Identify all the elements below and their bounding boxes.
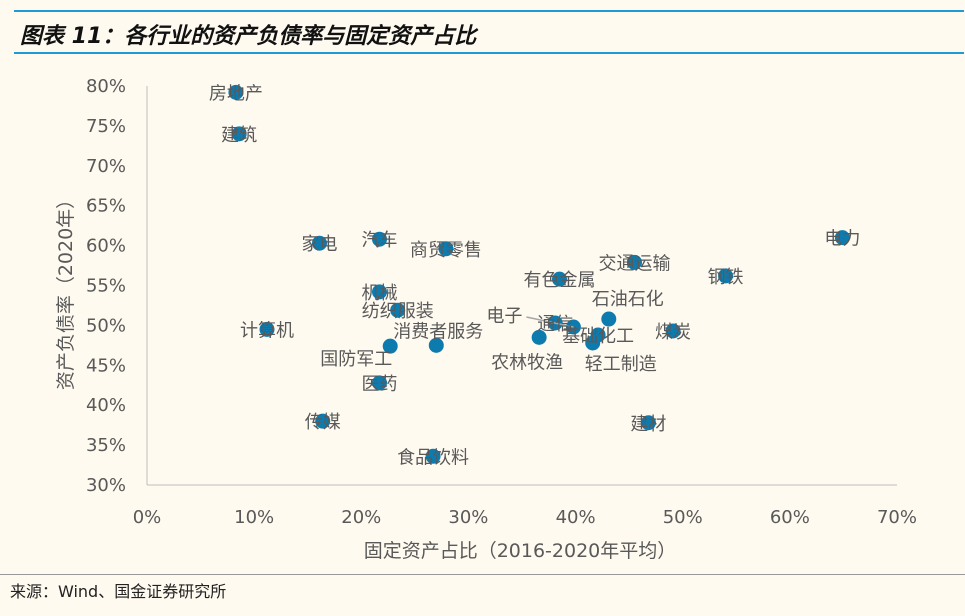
point-label: 家电 [302, 234, 338, 255]
title-bar: 图表 11：各行业的资产负债率与固定资产占比 [14, 10, 964, 54]
y-axis-title: 资产负债率（2020年） [55, 190, 77, 390]
point-label: 通信 [537, 314, 573, 335]
point-label: 电力 [824, 229, 860, 250]
y-tick-label: 30% [86, 475, 126, 496]
data-point [665, 323, 681, 339]
data-point [259, 321, 275, 337]
point-label: 机械 [362, 283, 398, 304]
axes: 0% 10% 20% 30% 40% 50% 60% 70% 30% 35% 40% 45% 50% 55… [86, 76, 917, 528]
data-point [834, 230, 850, 246]
y-tick-label: 50% [86, 315, 126, 336]
data-point [531, 329, 547, 345]
point-label: 建材 [630, 414, 666, 435]
point-label: 消费者服务 [393, 321, 483, 342]
point-label: 国防军工 [320, 349, 392, 370]
x-tick-label: 70% [877, 507, 917, 528]
y-tick-label: 80% [86, 76, 126, 97]
point-label: 纺织服装 [362, 301, 434, 322]
data-point [425, 448, 441, 464]
leader-line [526, 316, 574, 328]
data-point [228, 84, 244, 100]
point-label: 商贸零售 [410, 240, 482, 261]
point-label: 建筑 [221, 125, 257, 146]
chart-title: 图表 11：各行业的资产负债率与固定资产占比 [20, 24, 477, 49]
x-tick-label: 0% [133, 507, 162, 528]
point-label: 汽车 [362, 230, 398, 251]
y-tick-label: 55% [86, 276, 126, 297]
point-label: 医药 [362, 374, 398, 395]
data-point [372, 231, 387, 247]
data-point [627, 254, 642, 270]
x-tick-label: 10% [234, 507, 274, 528]
point-label: 基础化工 [562, 326, 634, 347]
point-label: 交通运输 [599, 253, 671, 274]
data-point [640, 415, 656, 431]
x-tick-label: 60% [770, 507, 810, 528]
point-label: 轻工制造 [585, 354, 657, 375]
y-tick-label: 60% [86, 236, 126, 257]
source-divider [0, 574, 965, 575]
data-point [718, 268, 734, 284]
data-point [585, 335, 601, 351]
y-tick-label: 70% [86, 156, 126, 177]
point-label: 农林牧渔 [491, 352, 563, 373]
point-label: 有色金属 [524, 270, 596, 291]
y-tick-label: 45% [86, 355, 126, 376]
data-point [231, 126, 247, 142]
data-point [552, 271, 567, 287]
data-point [372, 284, 387, 300]
x-axis-title: 固定资产占比（2016-2020年平均） [364, 540, 677, 562]
x-tick-label: 50% [663, 507, 703, 528]
x-tick-label: 20% [341, 507, 381, 528]
point-label: 钢铁 [708, 267, 744, 288]
data-point [428, 337, 444, 353]
point-label: 房地产 [209, 83, 263, 104]
data-points [228, 84, 850, 464]
data-point [601, 311, 617, 327]
point-label: 食品饮料 [397, 447, 469, 468]
source-note: 来源：Wind、国金证券研究所 [10, 582, 227, 601]
x-tick-label: 30% [448, 507, 488, 528]
data-point [390, 302, 406, 318]
point-label: 计算机 [240, 320, 294, 341]
point-label: 传媒 [305, 412, 341, 433]
point-label: 电子 [486, 306, 522, 327]
y-tick-label: 65% [86, 196, 126, 217]
y-tick-label: 75% [86, 116, 126, 137]
data-point [382, 338, 398, 354]
point-label: 煤炭 [655, 322, 691, 343]
data-point [315, 413, 331, 429]
x-tick-label: 40% [556, 507, 596, 528]
point-label: 石油石化 [592, 289, 664, 310]
data-point [312, 235, 327, 251]
y-tick-label: 40% [86, 395, 126, 416]
data-point [438, 241, 454, 257]
y-tick-label: 35% [86, 435, 126, 456]
data-point [372, 375, 387, 391]
